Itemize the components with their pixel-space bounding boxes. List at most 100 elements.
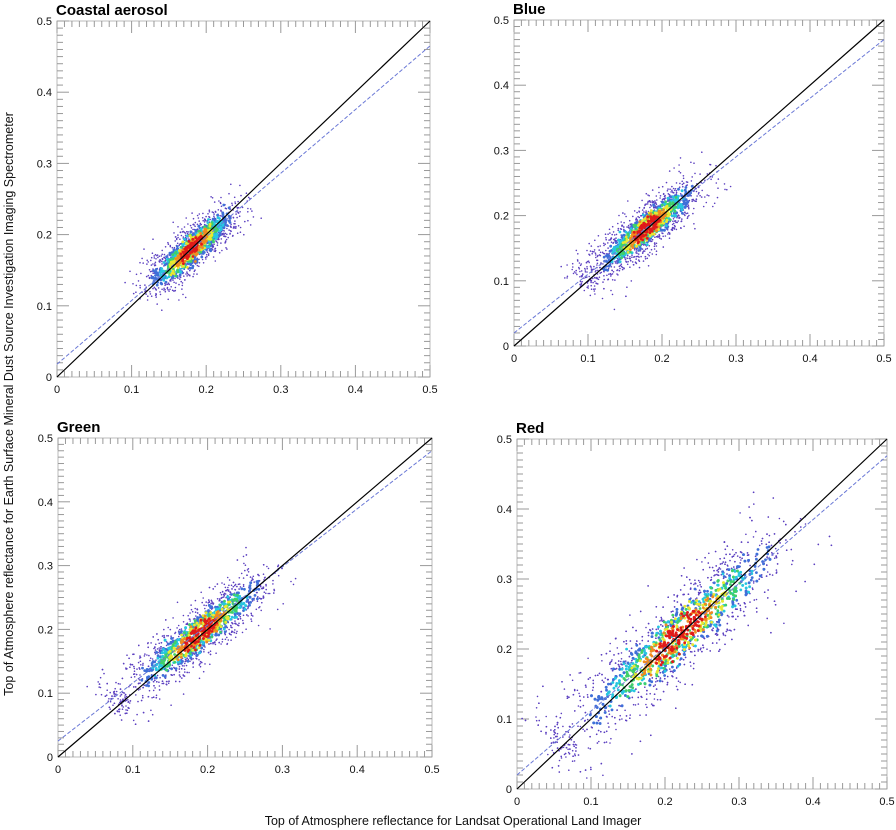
scatter-point xyxy=(641,233,645,237)
scatter-point xyxy=(230,225,232,228)
scatter-point xyxy=(128,707,130,709)
scatter-point xyxy=(615,233,618,236)
scatter-point xyxy=(156,254,158,257)
scatter-point xyxy=(641,252,644,254)
scatter-point xyxy=(181,228,183,230)
y-tick-label: 0.1 xyxy=(38,688,53,700)
scatter-point xyxy=(142,711,145,714)
scatter-point xyxy=(216,598,219,600)
scatter-point xyxy=(146,299,149,301)
scatter-point xyxy=(171,246,174,249)
scatter-point xyxy=(667,188,669,190)
scatter-point xyxy=(614,260,616,263)
scatter-point xyxy=(261,601,263,604)
scatter-point xyxy=(699,194,701,197)
scatter-point xyxy=(162,682,165,685)
scatter-point xyxy=(673,220,676,222)
scatter-point xyxy=(682,175,685,177)
scatter-point xyxy=(124,712,127,715)
scatter-point xyxy=(228,584,230,587)
scatter-point xyxy=(188,234,192,238)
scatter-point xyxy=(597,283,599,285)
scatter-point xyxy=(186,275,188,277)
scatter-point xyxy=(160,267,164,270)
scatter-point xyxy=(655,245,658,247)
scatter-point xyxy=(641,209,644,211)
scatter-point xyxy=(678,202,682,206)
scatter-point xyxy=(189,242,193,245)
scatter-point xyxy=(610,241,613,243)
scatter-point xyxy=(621,266,624,269)
scatter-point xyxy=(697,193,700,195)
scatter-point xyxy=(681,211,684,215)
scatter-point xyxy=(658,186,660,189)
scatter-point xyxy=(163,675,167,679)
panel-blue: 0 0.1 0.2 0.3 0.4 0.5 0 0.1 0.2 0.3 0.4 0.5 Blue xyxy=(494,1,892,365)
scatter-point xyxy=(625,295,627,298)
scatter-point xyxy=(238,622,240,625)
scatter-point xyxy=(209,663,211,666)
scatter-point xyxy=(578,268,581,270)
scatter-point xyxy=(595,269,597,272)
scatter-point xyxy=(122,662,125,665)
scatter-point xyxy=(671,228,673,230)
scatter-point xyxy=(140,664,142,666)
scatter-point xyxy=(169,245,172,248)
scatter-point xyxy=(192,223,195,226)
scatter-point xyxy=(167,635,170,637)
scatter-point xyxy=(112,704,114,706)
scatter-point xyxy=(184,671,186,673)
scatter-point xyxy=(599,251,602,254)
scatter-point xyxy=(661,232,663,234)
scatter-point xyxy=(584,271,587,273)
scatter-point xyxy=(114,712,116,715)
scatter-point xyxy=(234,622,236,625)
scatter-point xyxy=(137,700,139,703)
scatter-point xyxy=(636,211,638,214)
scatter-point xyxy=(236,630,238,633)
scatter-point xyxy=(141,666,144,670)
scatter-point xyxy=(233,196,236,199)
scatter-point xyxy=(680,208,684,212)
scatter-point xyxy=(177,624,180,627)
scatter-point xyxy=(145,275,148,278)
scatter-point xyxy=(130,676,133,679)
scatter-point xyxy=(679,172,682,174)
scatter-point xyxy=(675,221,677,224)
scatter-point xyxy=(626,263,629,266)
scatter-point xyxy=(690,184,694,188)
scatter-point xyxy=(674,188,677,190)
scatter-point xyxy=(645,203,647,205)
scatter-point xyxy=(124,697,126,699)
scatter-point xyxy=(648,200,651,202)
scatter-point xyxy=(176,242,179,245)
scatter-point xyxy=(582,273,584,276)
scatter-point xyxy=(160,269,163,273)
scatter-point xyxy=(692,212,694,215)
scatter-point xyxy=(235,227,237,229)
scatter-point xyxy=(220,205,223,208)
scatter-point xyxy=(672,187,675,190)
x-tick-label: 0.3 xyxy=(728,353,743,365)
scatter-point xyxy=(607,278,610,281)
scatter-point xyxy=(226,642,229,645)
scatter-point xyxy=(178,283,180,286)
scatter-point xyxy=(250,620,253,622)
scatter-point xyxy=(668,201,672,205)
scatter-point xyxy=(192,275,194,278)
scatter-point xyxy=(235,213,237,215)
scatter-point xyxy=(132,292,135,295)
scatter-point xyxy=(560,265,562,268)
scatter-point xyxy=(579,276,581,278)
scatter-point xyxy=(259,606,261,608)
scatter-point xyxy=(224,207,227,209)
scatter-point xyxy=(180,280,182,283)
scatter-point xyxy=(182,634,185,636)
scatter-point xyxy=(198,220,200,222)
scatter-point xyxy=(628,219,631,222)
scatter-point xyxy=(673,167,675,169)
scatter-point xyxy=(222,593,225,596)
scatter-point xyxy=(234,584,236,587)
scatter-point xyxy=(256,600,259,602)
scatter-point xyxy=(246,574,248,576)
